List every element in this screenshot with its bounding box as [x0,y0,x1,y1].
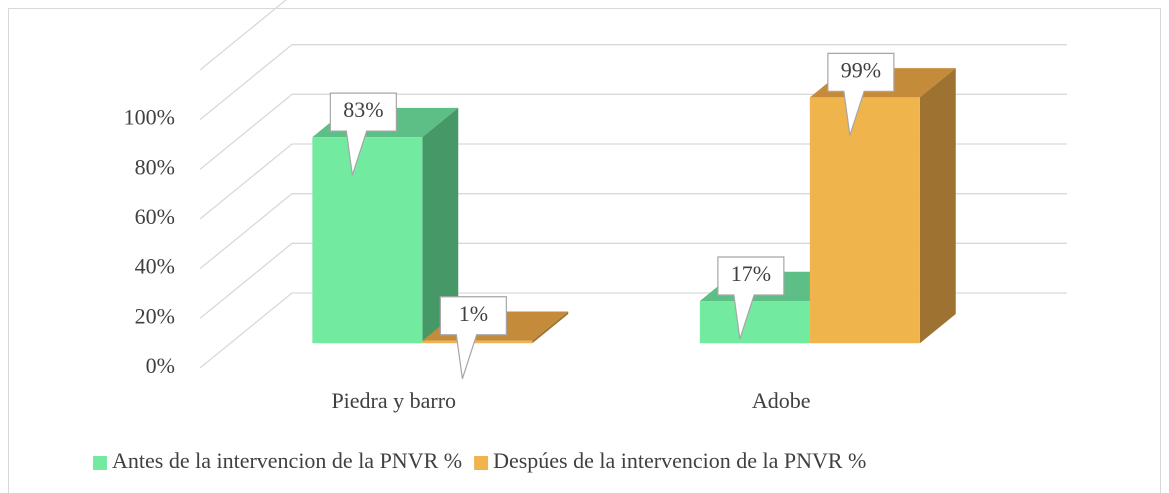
bar-side [532,311,569,344]
bar [809,97,920,344]
grid-line [199,242,1067,319]
callout [717,256,785,340]
bar-side [422,107,459,344]
bar-side [919,68,956,344]
grid-line [199,143,1067,220]
y-tick-label: 0% [146,353,175,378]
wall-edge [199,0,287,71]
grid-line [199,44,1067,121]
callout [329,92,397,176]
bar [422,340,533,344]
data-label: 83% [343,97,383,122]
grid-line [199,193,1067,270]
legend-label: Antes de la intervencion de la PNVR % [112,448,462,473]
y-tick-label: 20% [135,303,175,328]
grid-line [199,93,1067,170]
x-tick-label: Adobe [752,388,811,413]
legend-label: Despúes de la intervencion de la PNVR % [493,448,866,473]
y-tick-label: 60% [135,204,175,229]
y-tick-label: 100% [124,105,175,130]
callout [827,52,895,136]
bar [312,137,423,344]
chart-frame [8,8,1161,493]
callout [439,296,507,379]
data-label: 17% [731,261,771,286]
y-tick-label: 80% [135,154,175,179]
data-label: 1% [459,301,488,326]
legend-swatch [93,456,107,470]
y-tick-label: 40% [135,254,175,279]
legend-swatch [474,456,489,470]
x-tick-label: Piedra y barro [331,388,456,413]
data-label: 99% [841,57,881,82]
bar [699,301,810,344]
